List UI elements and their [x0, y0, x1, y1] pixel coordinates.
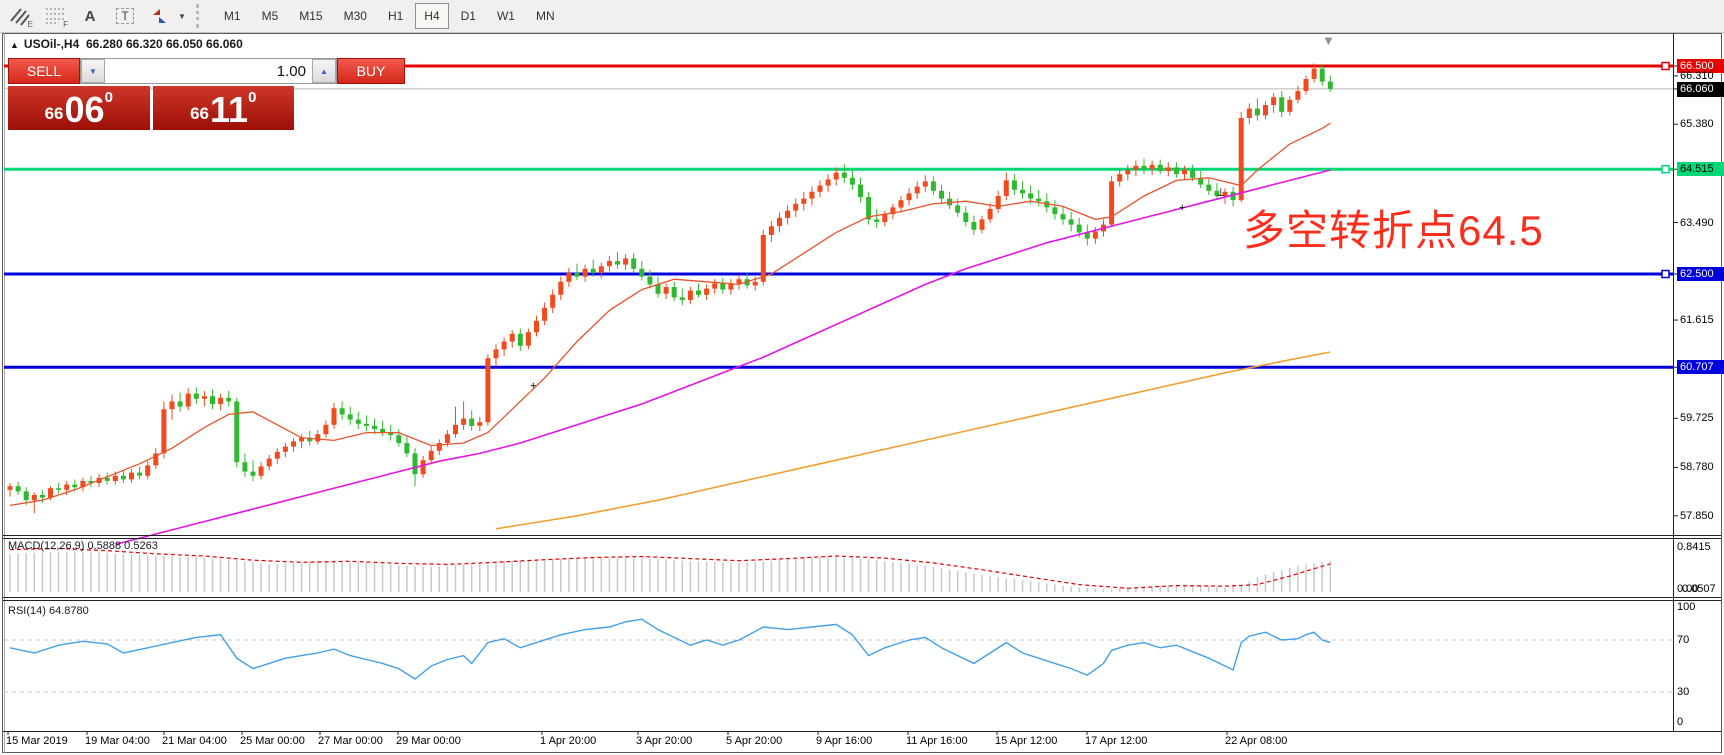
- volume-stepper: ▼ ▲: [80, 58, 337, 84]
- rsi-axis-30: 30: [1677, 686, 1690, 698]
- date-label: 27 Mar 00:00: [318, 735, 383, 747]
- date-label: 9 Apr 16:00: [816, 735, 873, 747]
- price-label-64.515: 64.515: [1677, 162, 1724, 177]
- collapse-panel-icon[interactable]: ▲: [10, 40, 19, 50]
- chart-mark-icon: ⊥: [1216, 187, 1226, 199]
- date-label: 29 Mar 00:00: [396, 735, 461, 747]
- fibonacci-tool-icon[interactable]: F: [46, 8, 68, 29]
- date-label: 1 Apr 20:00: [540, 735, 597, 747]
- chart-text-annotation[interactable]: 多空转折点64.5: [1243, 207, 1544, 254]
- chart-mark-icon: +: [1179, 202, 1186, 214]
- channel-tool-icon[interactable]: E: [5, 2, 35, 30]
- macd-indicator-label: MACD(12,26,9) 0.5888 0.5263: [8, 540, 158, 552]
- macd-axis-zero: 0.00: [1677, 583, 1699, 595]
- price-label-66.310: 66.310: [1680, 69, 1714, 82]
- ask-price-point: 0: [248, 89, 257, 106]
- timeframe-button-mn[interactable]: MN: [535, 9, 555, 23]
- ask-price-pips: 11: [210, 89, 249, 130]
- ask-price-whole: 66: [190, 104, 209, 123]
- bid-price-tile[interactable]: 66 06 0: [8, 86, 150, 130]
- date-label: 21 Mar 04:00: [162, 735, 227, 747]
- bid-price-point: 0: [104, 89, 113, 106]
- volume-increase-button[interactable]: ▲: [312, 59, 336, 83]
- price-label-62.500: 62.500: [1677, 267, 1724, 281]
- ask-price-tile[interactable]: 66 11 0: [152, 86, 294, 130]
- volume-decrease-button[interactable]: ▼: [81, 59, 105, 83]
- price-label-58.780: 58.780: [1680, 461, 1714, 474]
- text-label-tool-icon[interactable]: A: [84, 7, 96, 25]
- date-label: 15 Apr 12:00: [995, 735, 1058, 747]
- timeframe-button-m1[interactable]: M1: [223, 9, 241, 23]
- sell-button[interactable]: SELL: [8, 58, 80, 84]
- price-label-66.500: 66.500: [1677, 59, 1724, 73]
- timeframe-button-m30[interactable]: M30: [343, 9, 367, 23]
- date-label: 25 Mar 00:00: [240, 735, 305, 747]
- date-label: 11 Apr 16:00: [906, 735, 968, 747]
- date-label: 15 Mar 2019: [6, 735, 68, 747]
- price-label-59.725: 59.725: [1680, 412, 1714, 425]
- date-label: 5 Apr 20:00: [726, 735, 783, 747]
- toolbar: E F A T ▼ M1 M5 M15 M30 H1 H4 D1 W1 MN: [0, 0, 1724, 33]
- bid-price-pips: 06: [64, 89, 105, 130]
- timeframe-button-d1[interactable]: D1: [460, 9, 476, 23]
- arrows-tool-icon[interactable]: [145, 2, 175, 30]
- price-label-65.380: 65.380: [1680, 118, 1714, 131]
- symbol-label: USOil-,H4: [23, 37, 80, 51]
- volume-input[interactable]: [105, 59, 312, 83]
- tool-dropdown-caret-icon[interactable]: ▼: [178, 11, 186, 21]
- price-label-66.060: 66.060: [1677, 81, 1724, 97]
- chart-scroll-marker-icon: ▼: [1322, 33, 1335, 48]
- timeframe-button-h4[interactable]: H4: [415, 3, 449, 29]
- macd-axis-top: 0.8415: [1677, 541, 1711, 553]
- toolbar-separator: [195, 4, 206, 28]
- text-tool-icon[interactable]: T: [110, 2, 140, 30]
- chart-mark-icon: +: [530, 380, 537, 392]
- price-label-60.707: 60.707: [1677, 360, 1724, 375]
- rsi-axis-0: 0: [1677, 716, 1684, 728]
- ohlc-values: 66.280 66.320 66.050 66.060: [85, 37, 243, 51]
- bid-price-whole: 66: [44, 104, 64, 123]
- price-label-63.490: 63.490: [1680, 216, 1714, 229]
- rsi-indicator-label: RSI(14) 64.8780: [8, 605, 89, 617]
- price-label-61.615: 61.615: [1680, 314, 1714, 327]
- date-label: 3 Apr 20:00: [636, 735, 693, 747]
- buy-button[interactable]: BUY: [337, 58, 405, 84]
- timeframe-button-w1[interactable]: W1: [496, 9, 515, 23]
- date-label: 22 Apr 08:00: [1225, 735, 1288, 747]
- price-label-57.850: 57.850: [1680, 509, 1714, 522]
- chart-symbol-header[interactable]: ▲ USOil-,H4 66.280 66.320 66.050 66.060: [10, 37, 243, 51]
- rsi-axis-100: 100: [1677, 601, 1696, 613]
- macd-axis-low: 0.0507: [1682, 583, 1716, 595]
- date-label: 17 Apr 12:00: [1085, 735, 1148, 747]
- timeframe-button-m5[interactable]: M5: [261, 9, 279, 23]
- date-label: 19 Mar 04:00: [85, 735, 150, 747]
- timeframe-button-m15[interactable]: M15: [299, 9, 323, 23]
- rsi-axis-70: 70: [1677, 634, 1690, 646]
- timeframe-button-h1[interactable]: H1: [387, 9, 404, 23]
